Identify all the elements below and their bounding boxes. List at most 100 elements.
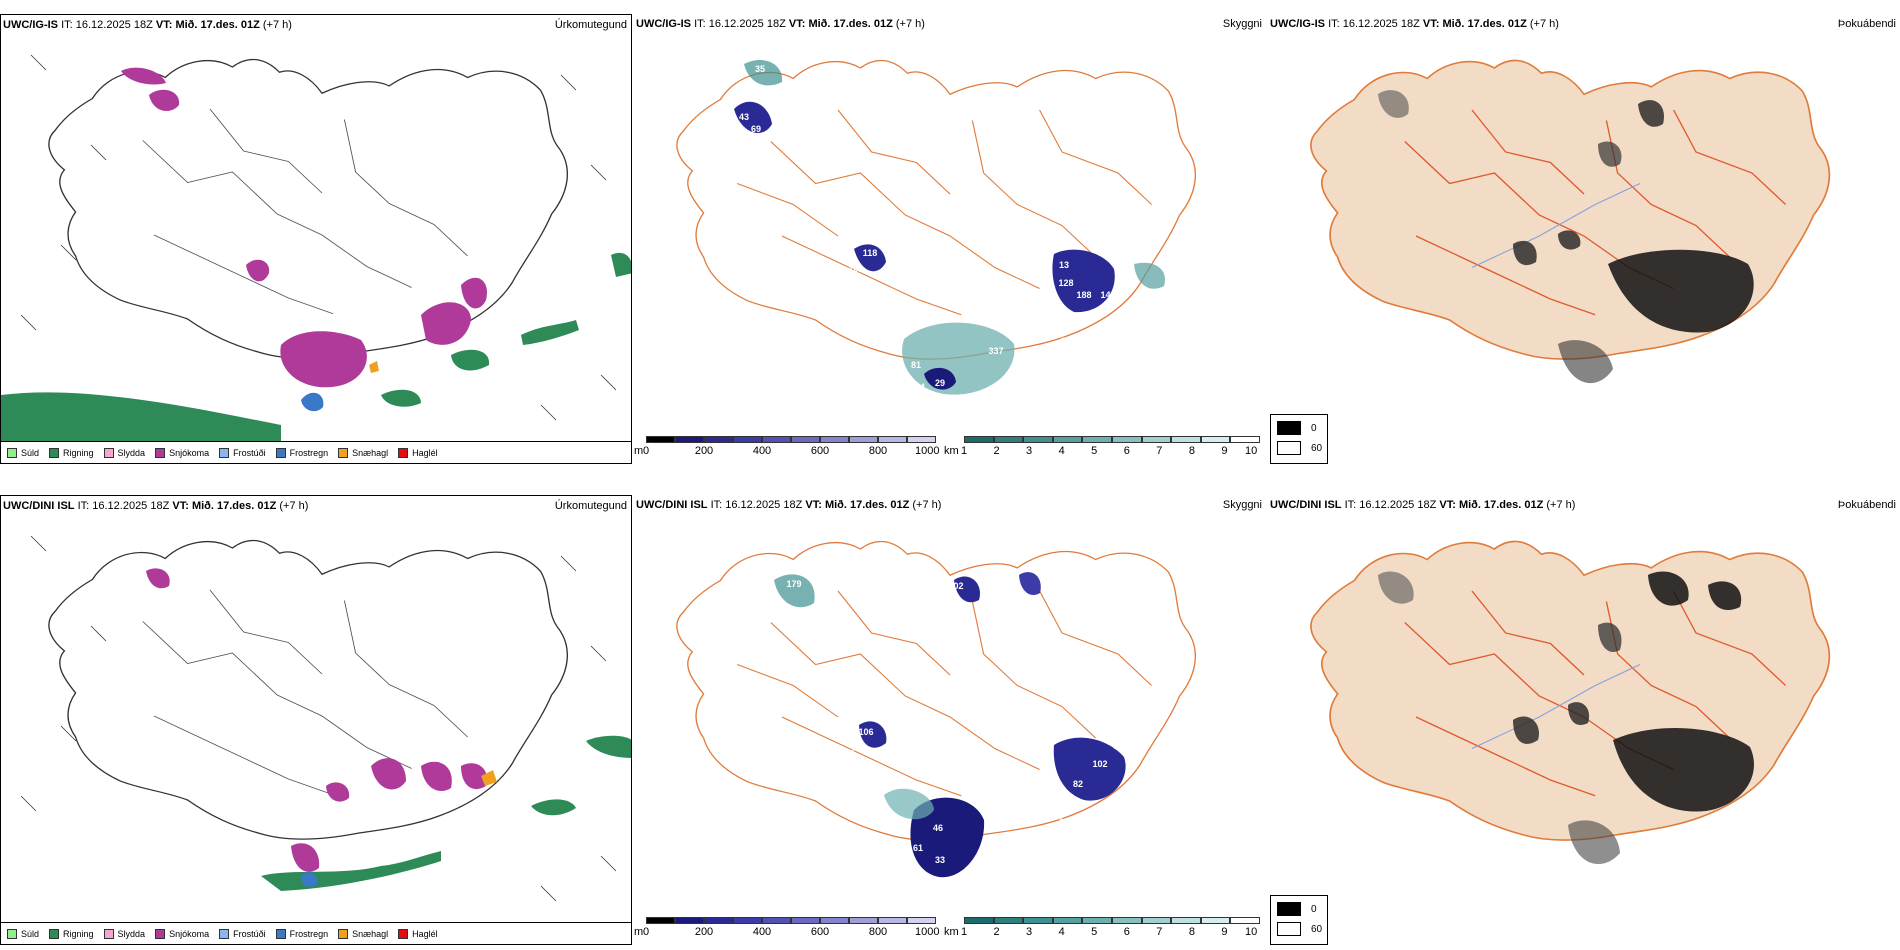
rain-area bbox=[381, 389, 421, 407]
colorbar-tick: 2 bbox=[993, 445, 1000, 457]
visibility-area bbox=[884, 788, 934, 820]
ceiling-label: 105 bbox=[1012, 262, 1027, 272]
colorbar-tick: 5 bbox=[1091, 445, 1098, 457]
colorbar-segment bbox=[733, 917, 762, 924]
ceiling-label: 35 bbox=[755, 64, 765, 74]
coastline bbox=[48, 539, 569, 840]
colorbar-segment bbox=[675, 436, 704, 443]
visibility-colorbar: km 1 2 3 4 5 6 7 8 9 10 bbox=[944, 436, 1262, 462]
colorbar-tick: 10 bbox=[1244, 445, 1258, 457]
ceiling-labels: 29 35 43 69 17 118 101 92 105 13 128 188… bbox=[739, 64, 1116, 392]
ceiling-label: 106 bbox=[858, 727, 873, 737]
colorbar-segment bbox=[1112, 917, 1142, 924]
snow-area bbox=[421, 761, 452, 792]
panel-title: Skyggni bbox=[1222, 499, 1262, 511]
colorbar-segment bbox=[1141, 917, 1172, 924]
legend-swatch bbox=[398, 928, 409, 939]
colorbar-segment bbox=[1171, 436, 1201, 443]
fog-legend-item: 0 bbox=[1277, 421, 1317, 435]
legend-item: Snæhagl bbox=[338, 928, 388, 939]
ceiling-label: 29 bbox=[935, 378, 945, 388]
legend-swatch bbox=[1277, 421, 1301, 435]
ceiling-labels: 179 58 102 38 112 106 79 92 97 90 102 82… bbox=[786, 579, 1129, 873]
colorbar-segment bbox=[1023, 436, 1053, 443]
snow-area bbox=[461, 277, 487, 309]
ceiling-label: 112 bbox=[1023, 599, 1038, 609]
colorbar-tick: 1000 bbox=[915, 926, 940, 938]
colorbar-segment bbox=[1023, 917, 1053, 924]
colorbar-segment bbox=[675, 917, 704, 924]
ice-pellets-area bbox=[369, 361, 379, 373]
visibility-area bbox=[774, 574, 815, 608]
colorbar-segment bbox=[907, 436, 936, 443]
colorbar-segment bbox=[993, 436, 1024, 443]
ceiling-label: 101 bbox=[848, 264, 863, 274]
legend-item: Snjókoma bbox=[155, 928, 209, 939]
snow-area bbox=[371, 758, 406, 790]
legend-item: Haglél bbox=[398, 928, 438, 939]
ceiling-label: 61 bbox=[913, 843, 923, 853]
colorbar-tick: 4 bbox=[1058, 926, 1065, 938]
legend-swatch bbox=[1277, 922, 1301, 936]
coastline bbox=[48, 58, 569, 359]
colorbar-tick: 9 bbox=[1221, 926, 1228, 938]
legend-swatch bbox=[1277, 441, 1301, 455]
rain-area bbox=[1, 392, 281, 443]
legend-item: Frostregn bbox=[275, 928, 328, 939]
fog-legend-item: 60 bbox=[1277, 441, 1322, 455]
legend-item: Súld bbox=[7, 447, 39, 458]
ceiling-colorbar: m 0 200 400 600 800 1000 bbox=[634, 917, 940, 943]
ceiling-label: 102 bbox=[948, 581, 963, 591]
ceiling-label: 79 bbox=[851, 743, 861, 753]
fog-area bbox=[1568, 820, 1620, 865]
colorbar-tick: 800 bbox=[868, 445, 888, 457]
ceiling-label: 337 bbox=[988, 346, 1003, 356]
ceiling-area bbox=[954, 576, 980, 603]
colorbar-segment bbox=[1082, 436, 1112, 443]
legend-swatch bbox=[155, 447, 166, 458]
fog-area bbox=[1513, 240, 1537, 266]
colorbar-tick: 2 bbox=[993, 926, 1000, 938]
legend-swatch bbox=[7, 447, 17, 458]
colorbar-segment bbox=[964, 917, 994, 924]
roads bbox=[736, 590, 1152, 797]
colorbar-tick: 1 bbox=[960, 445, 968, 457]
fog-index-map bbox=[1310, 59, 1831, 384]
fog-index-panel-row1: UWC/IG-IS IT: 16.12.2025 18Z VT: Mið. 17… bbox=[1268, 14, 1900, 464]
ice-pellets-area bbox=[481, 770, 497, 786]
ceiling-visibility-panel-row2: UWC/DINI ISL IT: 16.12.2025 18Z VT: Mið.… bbox=[634, 495, 1268, 945]
wind-barbs bbox=[20, 54, 617, 421]
legend-swatch bbox=[49, 447, 60, 458]
panel-title: Þokuábendi bbox=[1837, 499, 1896, 511]
panel-header: UWC/IG-IS IT: 16.12.2025 18Z VT: Mið. 17… bbox=[1270, 18, 1559, 30]
ceiling-visibility-map: 179 58 102 38 112 106 79 92 97 90 102 82… bbox=[676, 540, 1197, 878]
rain-area bbox=[451, 349, 490, 371]
roads bbox=[142, 108, 468, 315]
colorbar-segment bbox=[1200, 436, 1231, 443]
ceiling-label: 68 bbox=[1059, 817, 1069, 827]
legend-swatch bbox=[1277, 902, 1301, 916]
legend-item: Snæhagl bbox=[338, 447, 388, 458]
snow-area bbox=[121, 67, 166, 85]
colorbar-tick: 400 bbox=[752, 926, 772, 938]
colorbar-tick: 1000 bbox=[915, 445, 940, 457]
colorbar-tick: 8 bbox=[1188, 926, 1195, 938]
ceiling-area bbox=[1019, 572, 1041, 595]
colorbar-tick: 600 bbox=[810, 445, 830, 457]
legend-swatch bbox=[398, 447, 409, 458]
colorbar-segment bbox=[733, 436, 762, 443]
colorbar-unit: km bbox=[944, 445, 959, 457]
precip-type-panel-row1: UWC/IG-IS IT: 16.12.2025 18Z VT: Mið. 17… bbox=[0, 14, 632, 464]
ceiling-area bbox=[859, 721, 887, 748]
roads bbox=[1404, 109, 1787, 316]
ceiling-area bbox=[1052, 249, 1115, 313]
ceiling-label: 43 bbox=[739, 112, 749, 122]
colorbar-tick: 3 bbox=[1026, 926, 1033, 938]
ceiling-colorbar: m 0 200 400 600 800 1000 bbox=[634, 436, 940, 462]
rivers bbox=[1471, 183, 1641, 268]
ceiling-area bbox=[1053, 737, 1126, 801]
ceiling-label: 148 bbox=[1100, 290, 1115, 300]
rivers bbox=[1471, 664, 1641, 749]
fog-area bbox=[1613, 728, 1754, 812]
fog-index-map bbox=[1310, 540, 1831, 865]
